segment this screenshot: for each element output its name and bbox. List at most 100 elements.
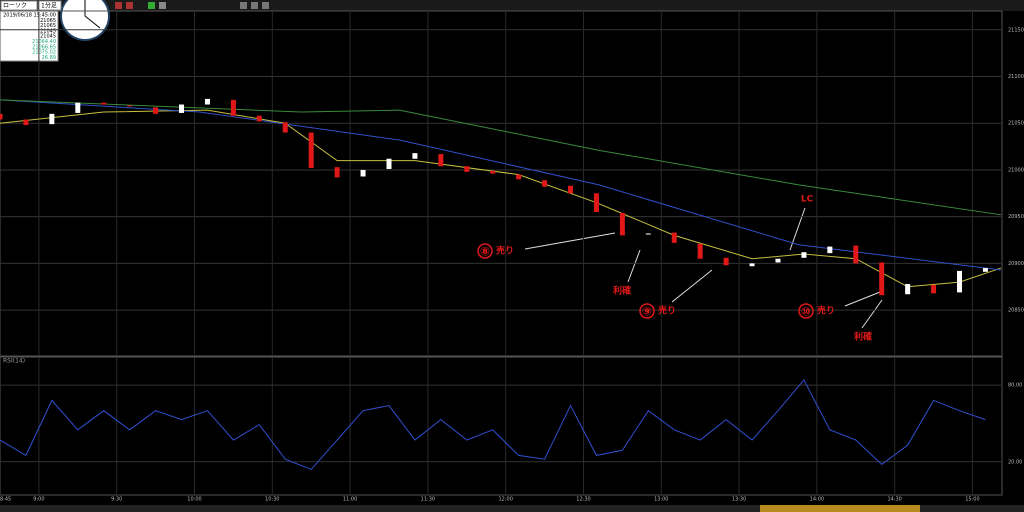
y-tick-label: 20.00 (1008, 459, 1022, 465)
tool-icon[interactable] (126, 2, 133, 9)
y-tick-label: 21000 (1008, 167, 1024, 173)
candle (153, 107, 159, 114)
annotation-text: 売り (658, 305, 676, 317)
candle (982, 268, 988, 272)
candle (568, 185, 574, 194)
candle (204, 98, 210, 105)
y-tick-label: 20850 (1008, 308, 1024, 314)
annotation-text: 売り (496, 245, 514, 257)
candle (412, 153, 418, 159)
annotation-circle (639, 303, 655, 319)
clock-hand (84, 15, 101, 29)
candle (49, 113, 55, 125)
y-tick-label: 20900 (1008, 261, 1024, 267)
tool-icon[interactable] (159, 2, 166, 9)
annotation-text: 利確 (853, 331, 872, 343)
x-tick-label: 9:30 (111, 497, 122, 503)
info-value: 21045 (40, 28, 56, 34)
x-tick-label: 12:00 (498, 497, 512, 503)
candle (308, 132, 314, 169)
y-tick-label: 80.00 (1008, 383, 1022, 389)
candle (671, 232, 677, 243)
scroll-thumb[interactable] (760, 505, 920, 512)
toolbar (0, 0, 1024, 11)
leader-line (671, 269, 713, 303)
candle (827, 246, 833, 254)
candle (127, 105, 133, 107)
tool-icon[interactable] (148, 2, 155, 9)
tool-icon[interactable] (115, 2, 122, 9)
info-value: 2019/06/18 15:45:00 (3, 13, 56, 19)
leader-line (627, 249, 641, 283)
candle (775, 258, 781, 263)
moving-average (0, 99, 1002, 271)
candle (905, 283, 911, 295)
moving-average (0, 99, 1002, 216)
info-value: 21065 (40, 23, 56, 29)
tool-icon[interactable] (251, 2, 258, 9)
candle (179, 104, 185, 113)
info-value: 21045 (40, 34, 56, 40)
candle (542, 180, 548, 187)
rsi-line (0, 379, 986, 471)
chart-kind: ローソク (3, 3, 27, 10)
candle (516, 174, 522, 180)
y-tick-label: 20950 (1008, 214, 1024, 220)
candle (282, 122, 288, 133)
x-tick-label: 10:30 (265, 497, 279, 503)
info-value: 26.89 (42, 55, 56, 61)
y-tick-label: 21100 (1008, 74, 1024, 80)
annotation-text: LC (801, 195, 814, 205)
y-tick-label: 21150 (1008, 27, 1024, 33)
x-tick-label: 13:30 (732, 497, 746, 503)
info-value: 21066.65 (32, 44, 56, 50)
interval: 1分足 (41, 2, 57, 10)
candle (0, 113, 3, 120)
x-tick-label: 11:00 (343, 497, 357, 503)
candle (723, 257, 729, 266)
candle (593, 193, 599, 213)
candle (801, 252, 807, 258)
candle (230, 99, 236, 116)
chart-kind-select[interactable] (0, 0, 38, 11)
x-tick-label: 12:30 (576, 497, 590, 503)
annotation-circle (798, 303, 814, 319)
candle (619, 212, 625, 236)
rsi-title: RSI(14) (3, 358, 25, 365)
annotation-text: 利確 (612, 285, 631, 297)
x-tick-label: 15:00 (965, 497, 979, 503)
x-tick-label: 9:00 (33, 497, 44, 503)
candle (697, 243, 703, 259)
candle (334, 167, 340, 178)
x-tick-label: 10:00 (187, 497, 201, 503)
candle (256, 115, 262, 122)
x-tick-label: 11:30 (421, 497, 435, 503)
annotation-number: ⑩ (801, 305, 811, 319)
annotation-number: ⑨ (642, 305, 652, 319)
candle (438, 154, 444, 167)
x-tick-label: 8:45 (0, 497, 11, 503)
interval-select[interactable] (38, 0, 62, 11)
candle (23, 119, 29, 126)
x-tick-label: 14:00 (810, 497, 824, 503)
candle (101, 102, 107, 105)
info-value: 21064.40 (32, 39, 56, 45)
tool-icon[interactable] (262, 2, 269, 9)
x-tick-label: 14:30 (887, 497, 901, 503)
scrollbar[interactable] (0, 505, 1024, 512)
y-tick-label: 21050 (1008, 121, 1024, 127)
tool-icon[interactable] (240, 2, 247, 9)
annotation-text: 売り (817, 305, 835, 317)
leader-line (861, 299, 883, 329)
candle (464, 166, 470, 172)
leader-line (844, 291, 881, 307)
candle (879, 262, 885, 296)
candle (853, 245, 859, 264)
annotation-circle (477, 243, 493, 259)
candle (645, 233, 651, 235)
info-value: 21065 (40, 18, 56, 24)
info-value: 21075.02 (32, 50, 56, 56)
annotation-number: ⑧ (480, 245, 490, 259)
